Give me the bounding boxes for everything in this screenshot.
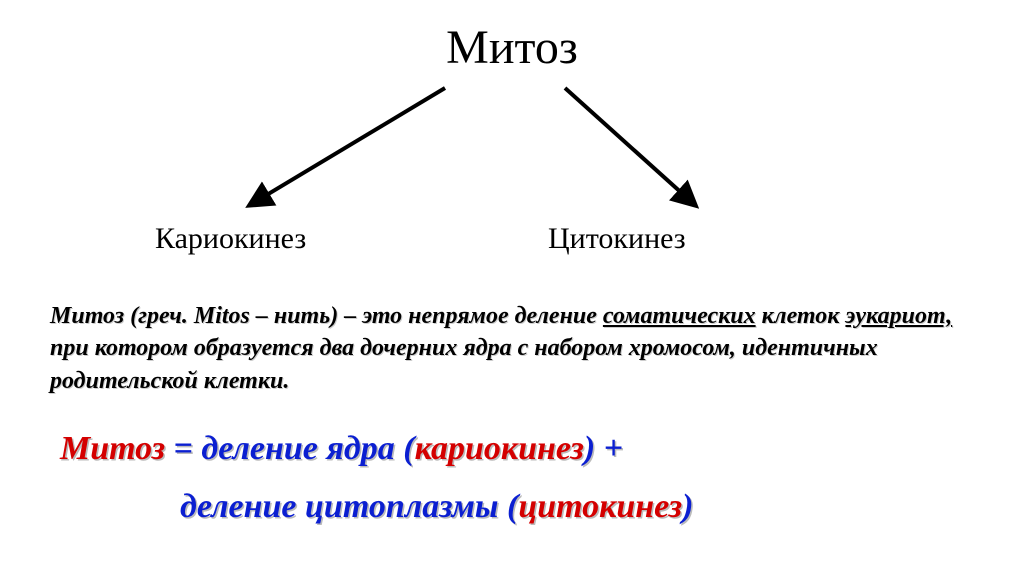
eq-blue-1a: = деление ядра ( (165, 430, 415, 467)
eq-blue-2a: деление цитоплазмы ( (180, 488, 518, 525)
branch-left-label: Кариокинез (155, 222, 306, 256)
equation-text: Митоз = деление ядра (кариокинез) + деле… (40, 425, 984, 530)
branch-right-label: Цитокинез (548, 222, 686, 256)
def-u2: эукариот, (845, 303, 952, 329)
eq-red-3: цитокинез (518, 488, 682, 525)
slide: Митоз Кариокинез Цитокинез Митоз (греч. … (0, 0, 1024, 574)
equation-line-1: Митоз = деление ядра (кариокинез) + (40, 425, 984, 473)
eq-blue-2b: ) (682, 488, 693, 525)
def-u1: соматических (603, 303, 756, 329)
def-p1: Митоз (греч. Mitos – нить) – это непрямо… (50, 303, 603, 329)
def-p3: при котором образуется два дочерних ядра… (50, 335, 878, 393)
eq-blue-1b: ) + (584, 430, 623, 467)
arrow-right (565, 88, 695, 205)
eq-red-1: Митоз (60, 430, 165, 467)
eq-red-2: кариокинез (415, 430, 584, 467)
def-p2: клеток (756, 303, 846, 329)
definition-text: Митоз (греч. Mitos – нить) – это непрямо… (50, 300, 974, 397)
equation-line-2: деление цитоплазмы (цитокинез) (40, 483, 984, 531)
arrow-left (250, 88, 445, 205)
